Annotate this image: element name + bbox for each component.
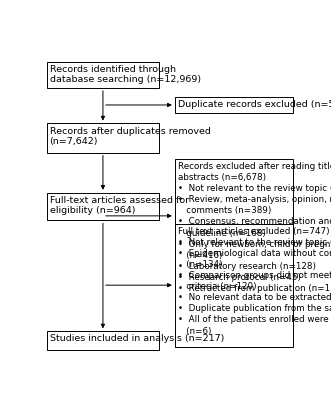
Text: Duplicate records excluded (n=5,327): Duplicate records excluded (n=5,327) xyxy=(178,100,331,109)
FancyBboxPatch shape xyxy=(46,124,160,153)
FancyBboxPatch shape xyxy=(46,331,160,350)
Text: Full text articles excluded (n=747)
•  Not relevant to the review topic (n=442)
: Full text articles excluded (n=747) • No… xyxy=(178,227,331,336)
FancyBboxPatch shape xyxy=(175,224,293,347)
Text: Records after duplicates removed
(n=7,642): Records after duplicates removed (n=7,64… xyxy=(50,126,211,146)
FancyBboxPatch shape xyxy=(46,62,160,88)
FancyBboxPatch shape xyxy=(175,159,293,273)
Text: Records excluded after reading title and
abstracts (n=6,678)
•  Not relevant to : Records excluded after reading title and… xyxy=(178,162,331,293)
Text: Full-text articles assessed for
eligibility (n=964): Full-text articles assessed for eligibil… xyxy=(50,196,189,215)
Text: Records identified through
database searching (n=12,969): Records identified through database sear… xyxy=(50,65,201,84)
FancyBboxPatch shape xyxy=(175,97,293,113)
Text: Studies included in analysis (n=217): Studies included in analysis (n=217) xyxy=(50,334,224,344)
FancyBboxPatch shape xyxy=(46,193,160,220)
